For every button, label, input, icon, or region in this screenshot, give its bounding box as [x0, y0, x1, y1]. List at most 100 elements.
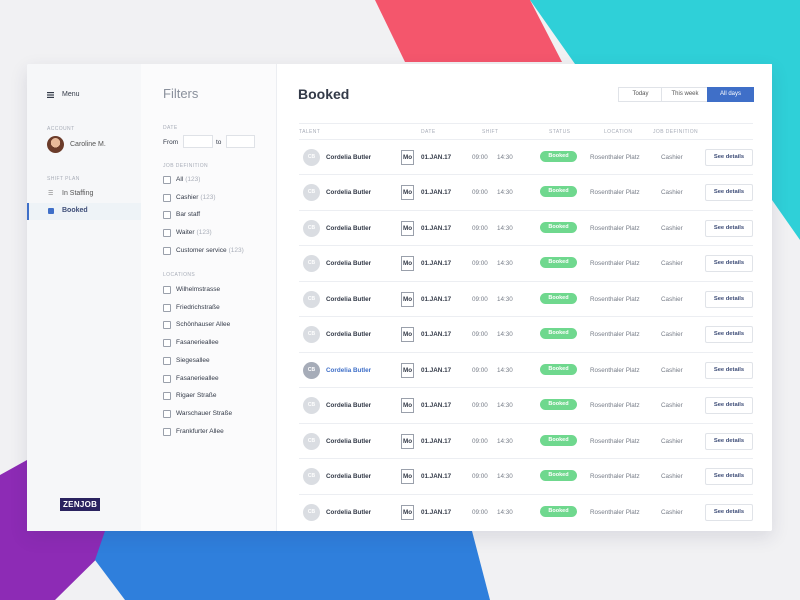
status: Booked [540, 186, 577, 197]
user-name[interactable]: Caroline M. [70, 141, 106, 148]
job: Cashier [661, 331, 683, 338]
status: Booked [540, 505, 577, 517]
checkbox[interactable] [163, 356, 171, 365]
table-row[interactable]: CB Cordelia Butler Mo 01.JAN.17 09:00 14:30 Bo… [299, 493, 753, 530]
end: 14:30 [497, 153, 513, 161]
action[interactable]: See details [705, 361, 753, 379]
end: 14:30 [497, 295, 513, 303]
nav-item[interactable]: Booked [62, 207, 88, 214]
tab[interactable]: This week [661, 87, 709, 102]
column-header: DATE [421, 129, 436, 135]
action[interactable]: See details [705, 432, 753, 450]
table-row[interactable]: CB Cordelia Butler Mo 01.JAN.17 09:00 14:30 Bo… [299, 174, 753, 210]
date: 01.JAN.17 [421, 366, 452, 374]
action[interactable]: See details [705, 468, 753, 485]
filter-option[interactable]: All (123) [176, 176, 200, 183]
table-row[interactable]: CB Cordelia Butler Mo 01.JAN.17 09:00 14:30 Bo… [299, 458, 753, 494]
checkbox[interactable] [163, 286, 171, 294]
avatar: CB [303, 255, 320, 272]
action[interactable]: See details [705, 397, 753, 414]
avatar: CB [303, 326, 320, 343]
job: Cashier [661, 224, 683, 232]
checkbox[interactable] [163, 229, 171, 238]
table-row[interactable]: CB Cordelia Butler Mo 01.JAN.17 09:00 14:30 Bo… [299, 209, 753, 246]
checkbox[interactable] [163, 303, 171, 312]
start: 09:00 [472, 402, 488, 409]
name: Cordelia Butler [326, 508, 372, 516]
location: Rosenthaler Platz [590, 473, 640, 480]
checkbox[interactable] [163, 176, 171, 184]
location: Rosenthaler Platz [590, 224, 640, 232]
table-row[interactable]: CB Cordelia Butler Mo 01.JAN.17 09:00 14:30 Bo… [299, 387, 753, 423]
action[interactable]: See details [705, 219, 753, 237]
to-input[interactable] [226, 135, 255, 148]
end: 14:30 [497, 189, 513, 196]
action[interactable]: See details [705, 326, 753, 343]
filter-option[interactable]: Fasanerieallee [176, 375, 219, 382]
blue-shape [95, 531, 490, 600]
checkbox[interactable] [163, 374, 171, 383]
filter-option[interactable]: Fasanerieallee [176, 339, 219, 346]
filter-option[interactable]: Wilhelmstrasse [176, 286, 220, 293]
filter-option[interactable]: Customer service (123) [176, 247, 244, 254]
column-header: SHIFT [482, 129, 499, 135]
date: 01.JAN.17 [421, 189, 452, 196]
date: 01.JAN.17 [421, 224, 452, 232]
filter-option[interactable]: Rigaer Straße [176, 392, 216, 399]
status: Booked [540, 257, 577, 268]
job: Cashier [661, 402, 683, 409]
filter-option[interactable]: Bar staff [176, 211, 200, 218]
action[interactable]: See details [705, 503, 753, 521]
booked-icon [48, 208, 54, 214]
checkbox[interactable] [163, 339, 171, 348]
filter-option[interactable]: Waiter (123) [176, 229, 212, 236]
name: Cordelia Butler [326, 366, 372, 374]
action[interactable]: See details [705, 148, 753, 166]
action[interactable]: See details [705, 184, 753, 201]
checkbox[interactable] [163, 193, 171, 202]
table-row[interactable]: CB Cordelia Butler Mo 01.JAN.17 09:00 14:30 Bo… [299, 351, 753, 388]
table-row[interactable]: CB Cordelia Butler Mo 01.JAN.17 09:00 14:30 Bo… [299, 138, 753, 175]
tab[interactable]: All days [707, 87, 754, 102]
checkbox[interactable] [163, 321, 171, 330]
menu-label[interactable]: Menu [62, 91, 80, 98]
from-input[interactable] [183, 135, 213, 148]
checkbox[interactable] [163, 392, 171, 401]
start: 09:00 [472, 331, 488, 338]
day: Mo [401, 220, 414, 236]
status: Booked [540, 328, 577, 339]
start: 09:00 [472, 508, 488, 516]
checkbox[interactable] [163, 211, 171, 220]
end: 14:30 [497, 331, 513, 338]
option-label: Friedrichstraße [176, 303, 220, 311]
checkbox[interactable] [163, 427, 171, 436]
filter-option[interactable]: Warschauer Straße [176, 410, 232, 417]
menu-icon[interactable] [47, 92, 54, 98]
column-header: TALENT [299, 129, 321, 135]
action[interactable]: See details [705, 290, 753, 308]
end: 14:30 [497, 366, 513, 374]
filter-option[interactable]: Friedrichstraße [176, 304, 220, 311]
table-row[interactable]: CB Cordelia Butler Mo 01.JAN.17 09:00 14:30 Bo… [299, 245, 753, 281]
filter-option[interactable]: Cashier (123) [176, 194, 216, 201]
nav-item[interactable]: In Staffing [62, 190, 94, 197]
table-row[interactable]: CB Cordelia Butler Mo 01.JAN.17 09:00 14:30 Bo… [299, 422, 753, 459]
checkbox[interactable] [163, 409, 171, 418]
table-row[interactable]: CB Cordelia Butler Mo 01.JAN.17 09:00 14:30 Bo… [299, 316, 753, 352]
checkbox[interactable] [163, 246, 171, 255]
action[interactable]: See details [705, 255, 753, 272]
page-title: Booked [298, 86, 350, 102]
filter-option[interactable]: Schönhauser Allee [176, 321, 230, 328]
purple-shape [0, 460, 125, 600]
tab[interactable]: Today [618, 87, 663, 102]
table-row[interactable]: CB Cordelia Butler Mo 01.JAN.17 09:00 14:30 Bo… [299, 280, 753, 317]
date: 01.JAN.17 [421, 331, 452, 338]
filter-option[interactable]: Siegesallee [176, 357, 210, 364]
avatar: CB [303, 219, 320, 237]
locations-label: LOCATIONS [163, 272, 196, 278]
day: Mo [401, 433, 414, 449]
filter-option[interactable]: Frankfurter Allee [176, 428, 224, 435]
start: 09:00 [472, 260, 488, 267]
